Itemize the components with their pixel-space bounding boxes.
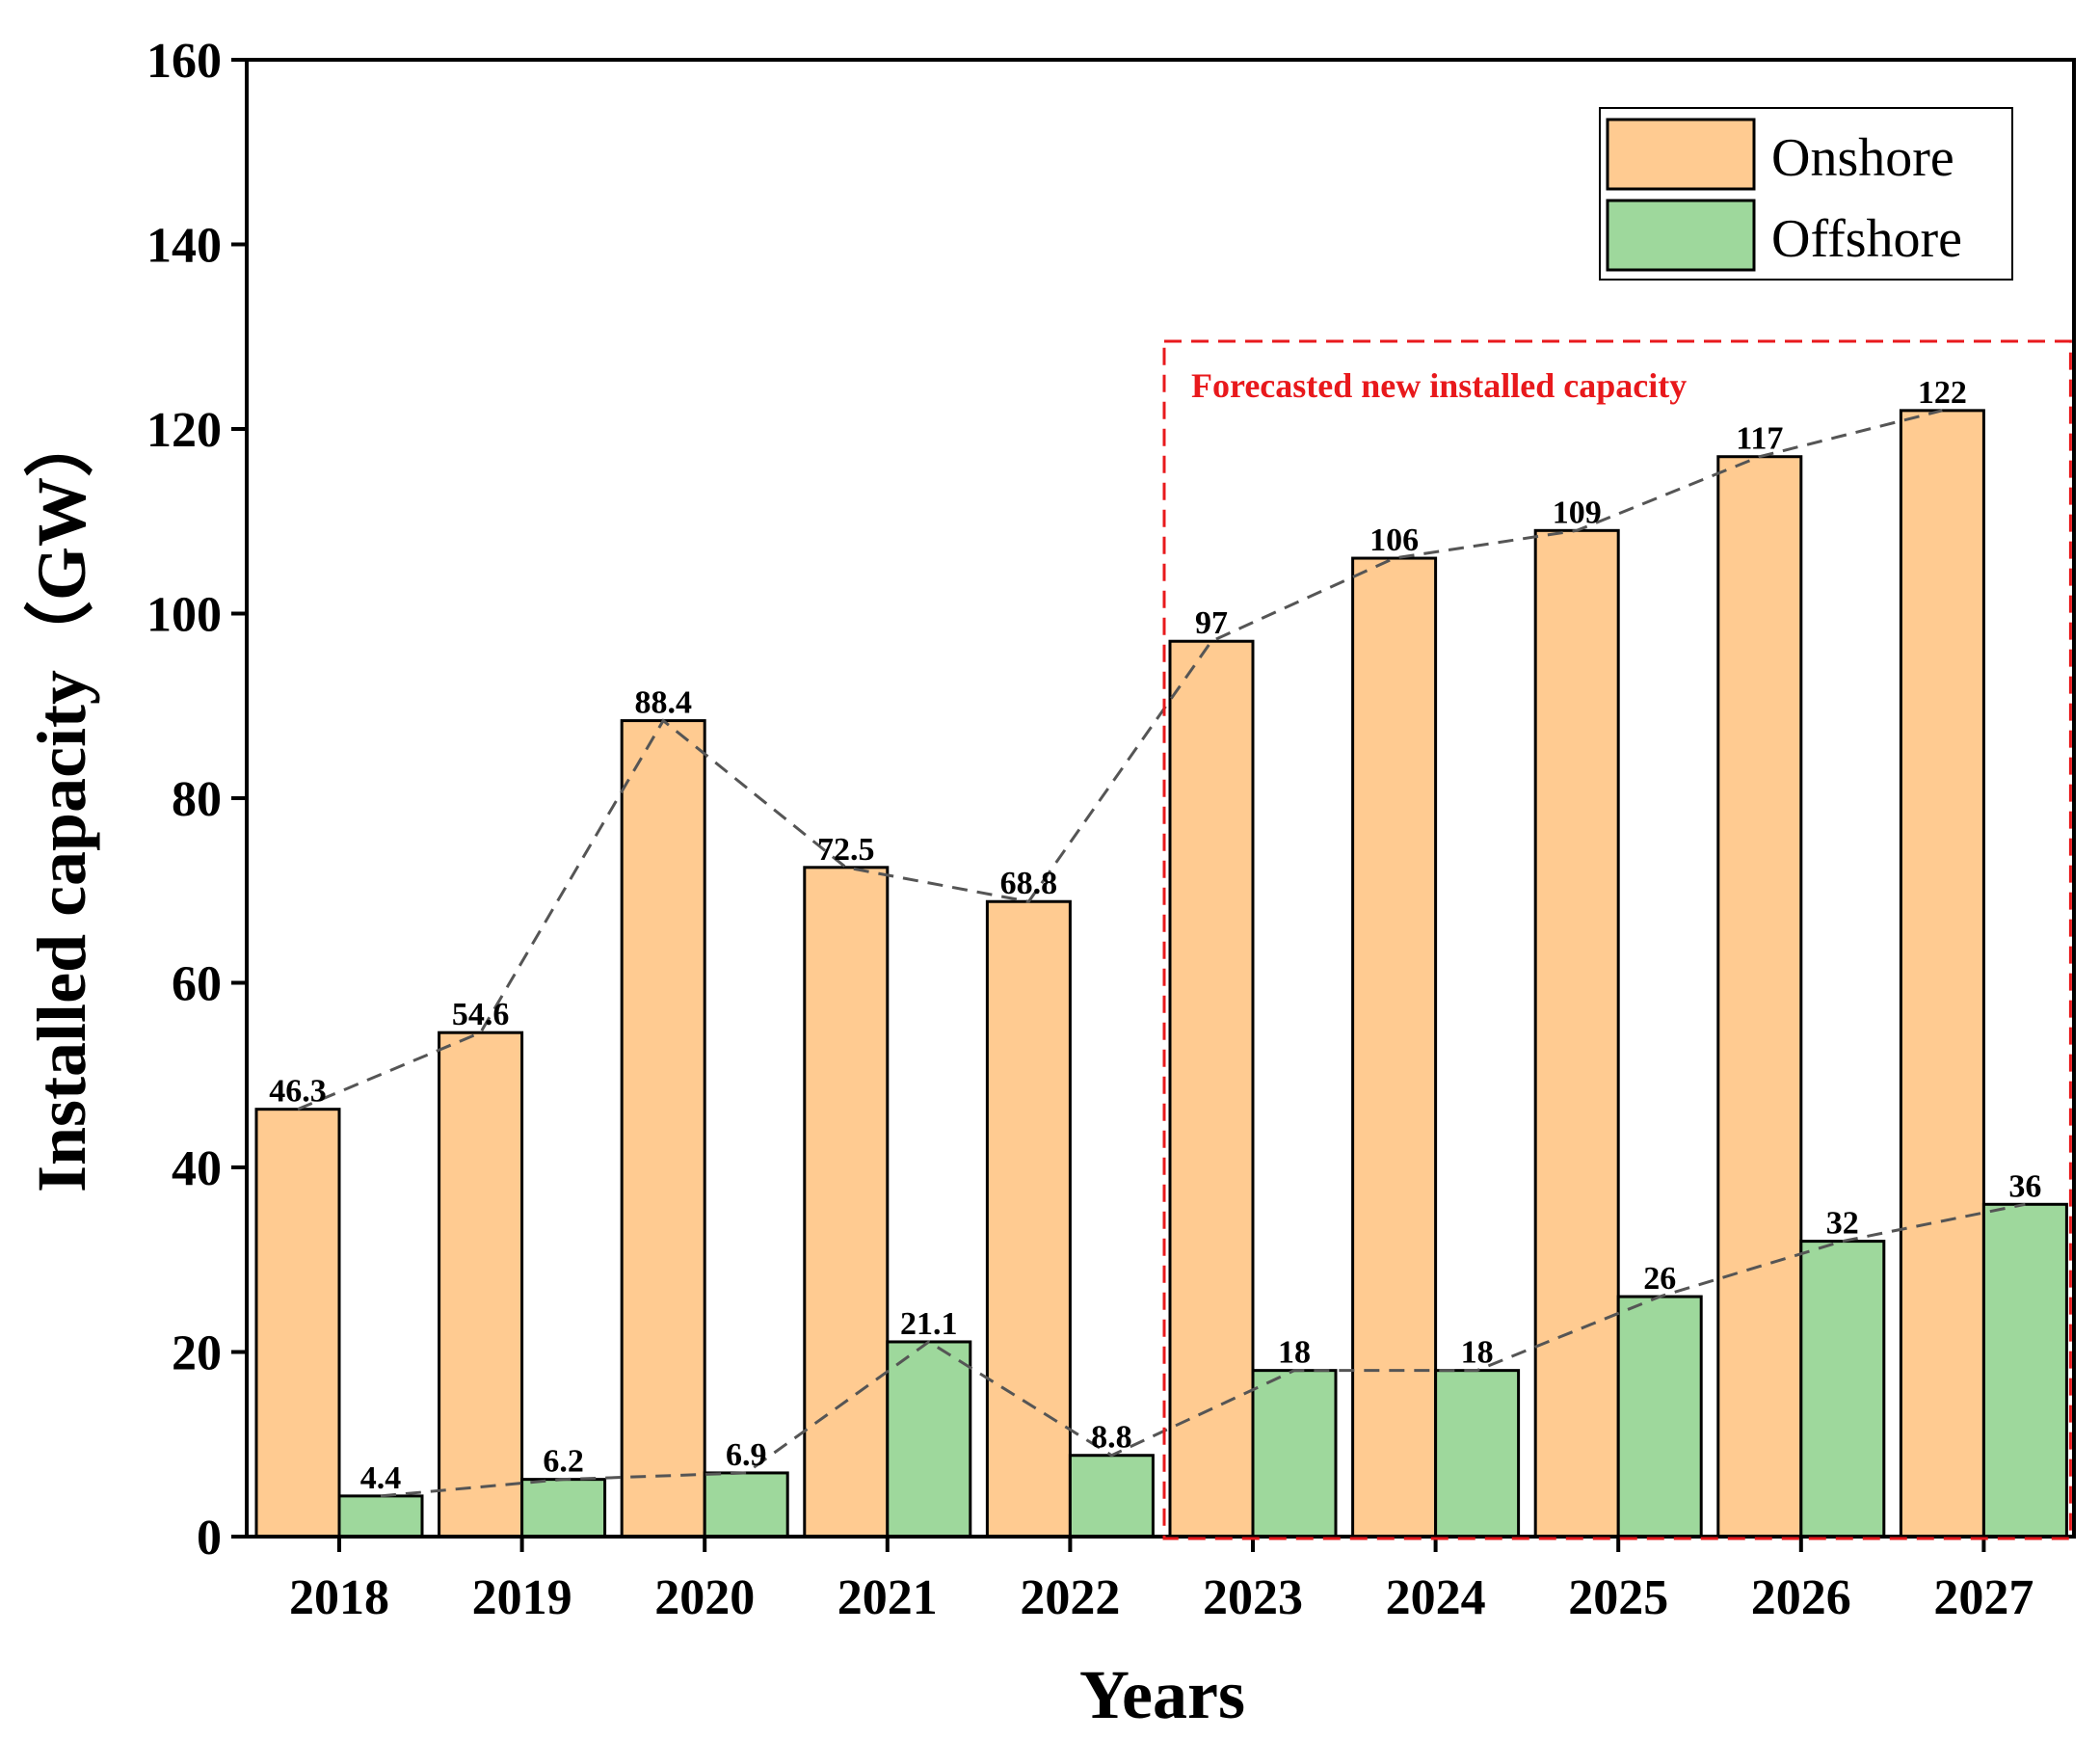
y-axis-title: Installed capacity（GW） [23, 408, 100, 1192]
y-tick-label-0: 0 [197, 1511, 222, 1566]
x-axis-title: Years [1079, 1656, 1245, 1733]
data-label-offshore-2020: 6.9 [726, 1437, 767, 1473]
data-label-onshore-2021: 72.5 [817, 832, 875, 868]
data-label-onshore-2027: 122 [1918, 375, 1967, 411]
data-label-offshore-2027: 36 [2008, 1168, 2041, 1204]
forecast-region: Forecasted new installed capacity [1162, 339, 2072, 1540]
data-label-offshore-2018: 4.4 [360, 1460, 402, 1496]
data-label-offshore-2026: 32 [1826, 1206, 1859, 1242]
x-tick-label-2023: 2023 [1203, 1570, 1303, 1625]
bar-onshore-2021 [803, 866, 890, 1539]
y-tick-label-140: 140 [146, 219, 222, 274]
bar-offshore-2024 [1434, 1369, 1521, 1539]
bar-onshore-2024 [1351, 556, 1438, 1539]
bar-onshore-2018 [254, 1108, 341, 1539]
y-tick-label-20: 20 [172, 1326, 222, 1381]
x-tick-label-2022: 2022 [1020, 1570, 1120, 1625]
x-tick-label-2019: 2019 [472, 1570, 572, 1625]
y-tick-label-120: 120 [146, 403, 222, 458]
bar-onshore-2027 [1899, 409, 1985, 1539]
data-label-onshore-2023: 97 [1195, 605, 1228, 641]
bar-offshore-2021 [886, 1340, 972, 1539]
x-tick-label-2020: 2020 [654, 1570, 755, 1625]
x-tick-label-2026: 2026 [1751, 1570, 1851, 1625]
data-label-onshore-2022: 68.8 [1000, 866, 1058, 901]
y-tick-label-100: 100 [146, 588, 222, 643]
data-label-onshore-2026: 117 [1736, 421, 1783, 457]
data-label-onshore-2019: 54.6 [452, 997, 510, 1032]
y-tick-label-40: 40 [172, 1141, 222, 1196]
bar-offshore-2020 [703, 1471, 789, 1539]
trend-line-offshore [380, 1202, 2026, 1498]
bar-onshore-2020 [620, 719, 706, 1539]
bar-offshore-2027 [1981, 1202, 2068, 1539]
bar-offshore-2018 [337, 1494, 424, 1539]
legend-label-offshore: Offshore [1771, 209, 1962, 269]
y-tick-label-160: 160 [146, 34, 222, 89]
bar-offshore-2025 [1616, 1295, 1703, 1539]
trend-lines-layer [297, 409, 2026, 1498]
data-label-onshore-2025: 109 [1553, 495, 1602, 530]
legend-swatch-offshore [1606, 199, 1756, 272]
data-label-offshore-2022: 8.8 [1091, 1420, 1132, 1456]
bar-onshore-2025 [1533, 528, 1620, 1539]
trend-line-onshore [297, 409, 1943, 1111]
legend: Onshore Offshore [1599, 107, 2013, 281]
bar-offshore-2023 [1251, 1369, 1338, 1539]
axes-layer: 0 20 40 60 80 100 120 140 160 2018 2019 2020 2021 202… [146, 34, 2076, 1625]
legend-label-onshore: Onshore [1771, 128, 1954, 188]
y-tick-label-80: 80 [172, 772, 222, 827]
forecast-region-label: Forecasted new installed capacity [1191, 366, 1687, 405]
bar-onshore-2022 [985, 899, 1072, 1539]
bar-onshore-2026 [1716, 455, 1803, 1539]
bar-offshore-2019 [520, 1478, 607, 1539]
data-label-offshore-2025: 26 [1643, 1261, 1676, 1297]
data-label-offshore-2023: 18 [1278, 1335, 1311, 1371]
data-label-onshore-2024: 106 [1369, 522, 1419, 558]
bar-onshore-2019 [438, 1031, 524, 1539]
data-label-onshore-2020: 88.4 [634, 685, 692, 721]
x-tick-label-2025: 2025 [1568, 1570, 1668, 1625]
legend-swatch-onshore [1606, 118, 1756, 191]
bars-layer [254, 409, 2068, 1539]
y-tick-label-60: 60 [172, 957, 222, 1012]
data-label-offshore-2021: 21.1 [900, 1306, 958, 1342]
data-label-offshore-2024: 18 [1461, 1335, 1494, 1371]
x-tick-label-2027: 2027 [1933, 1570, 2034, 1625]
data-label-onshore-2018: 46.3 [269, 1074, 327, 1110]
bar-onshore-2023 [1168, 639, 1255, 1539]
data-label-offshore-2019: 6.2 [543, 1444, 584, 1480]
x-tick-label-2021: 2021 [837, 1570, 938, 1625]
x-tick-label-2024: 2024 [1386, 1570, 1486, 1625]
bar-offshore-2022 [1068, 1454, 1155, 1539]
data-labels-layer: 46.3 54.6 88.4 72.5 68.8 97 106 109 117 122 4.4 6.2… [269, 375, 2041, 1496]
x-tick-label-2018: 2018 [289, 1570, 389, 1625]
bar-offshore-2026 [1799, 1240, 1886, 1539]
